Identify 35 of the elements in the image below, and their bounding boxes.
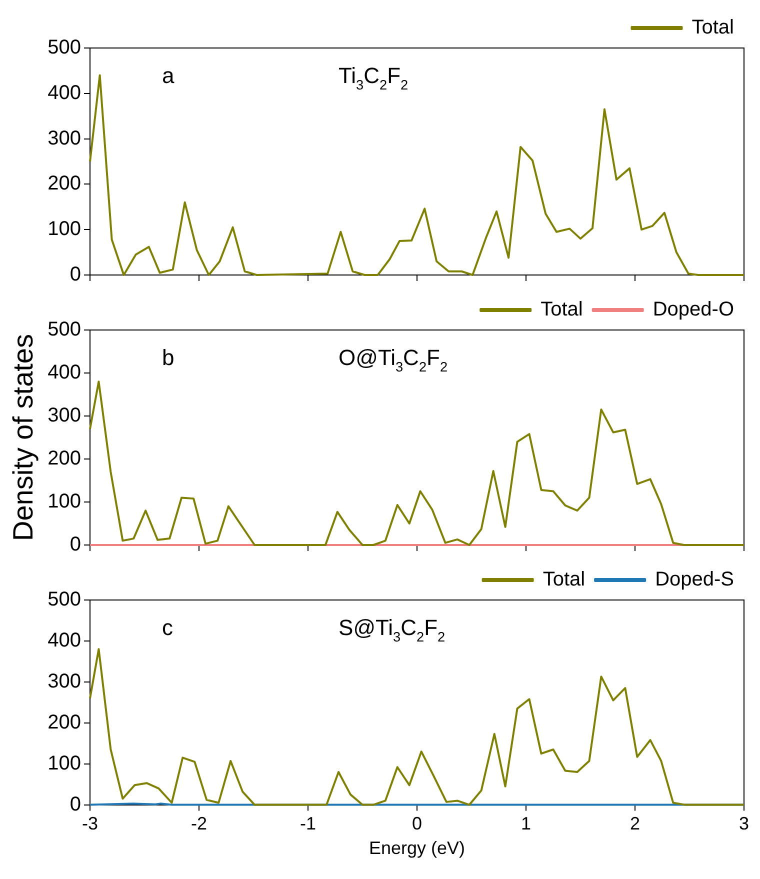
y-tick-label: 200 bbox=[48, 448, 81, 470]
y-tick-label: 100 bbox=[48, 490, 81, 513]
legend-label: Total bbox=[692, 16, 734, 39]
y-tick-label: 500 bbox=[48, 36, 81, 59]
x-tick-label: -1 bbox=[300, 814, 316, 834]
x-tick-label: 1 bbox=[520, 814, 532, 834]
annotation: c bbox=[162, 615, 173, 640]
y-tick-label: 200 bbox=[48, 711, 81, 734]
legend-label: Total bbox=[542, 568, 586, 591]
x-tick-label: 2 bbox=[630, 814, 640, 834]
annotation: a bbox=[162, 63, 175, 88]
x-axis-title: Energy (eV) bbox=[368, 838, 466, 858]
legend-label: Doped-O bbox=[652, 298, 734, 321]
x-tick-label: -2 bbox=[190, 814, 208, 834]
x-tick-label: -3 bbox=[82, 814, 98, 834]
y-tick-label: 100 bbox=[48, 752, 81, 774]
y-tick-label: 0 bbox=[70, 793, 81, 816]
legend-label: Total bbox=[540, 298, 583, 321]
y-tick-label: 400 bbox=[48, 629, 81, 652]
y-tick-label: 0 bbox=[70, 534, 81, 556]
y-tick-label: 300 bbox=[48, 404, 81, 427]
y-tick-label: 300 bbox=[48, 127, 81, 150]
y-tick-label: 300 bbox=[48, 670, 81, 692]
y-tick-label: 500 bbox=[48, 588, 81, 611]
y-tick-label: 100 bbox=[48, 218, 81, 240]
y-tick-label: 0 bbox=[70, 264, 81, 286]
y-tick-label: 400 bbox=[48, 82, 81, 104]
legend-label: Doped-S bbox=[655, 568, 734, 591]
x-tick-label: 0 bbox=[412, 814, 422, 834]
y-tick-label: 200 bbox=[48, 172, 81, 195]
y-tick-label: 500 bbox=[48, 318, 81, 341]
annotation: b bbox=[162, 345, 174, 370]
x-tick-label: 3 bbox=[738, 814, 749, 834]
y-axis-title: Density of states bbox=[8, 334, 39, 541]
y-tick-label: 400 bbox=[48, 362, 81, 384]
